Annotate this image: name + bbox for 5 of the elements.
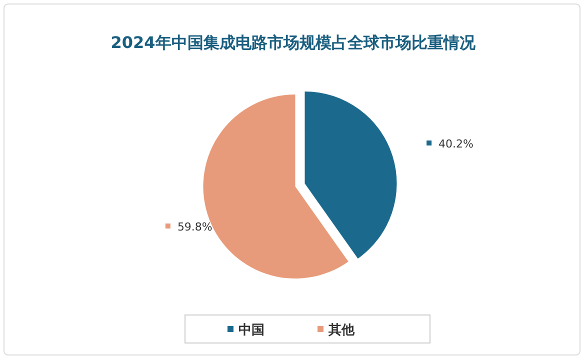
legend-label: 其他 — [328, 323, 356, 338]
data-label: 40.2% — [438, 137, 474, 150]
chart-title: 2024年中国集成电路市场规模占全球市场比重情况 — [110, 33, 476, 52]
data-label: 59.8% — [177, 220, 212, 234]
legend-label: 中国 — [238, 323, 264, 338]
